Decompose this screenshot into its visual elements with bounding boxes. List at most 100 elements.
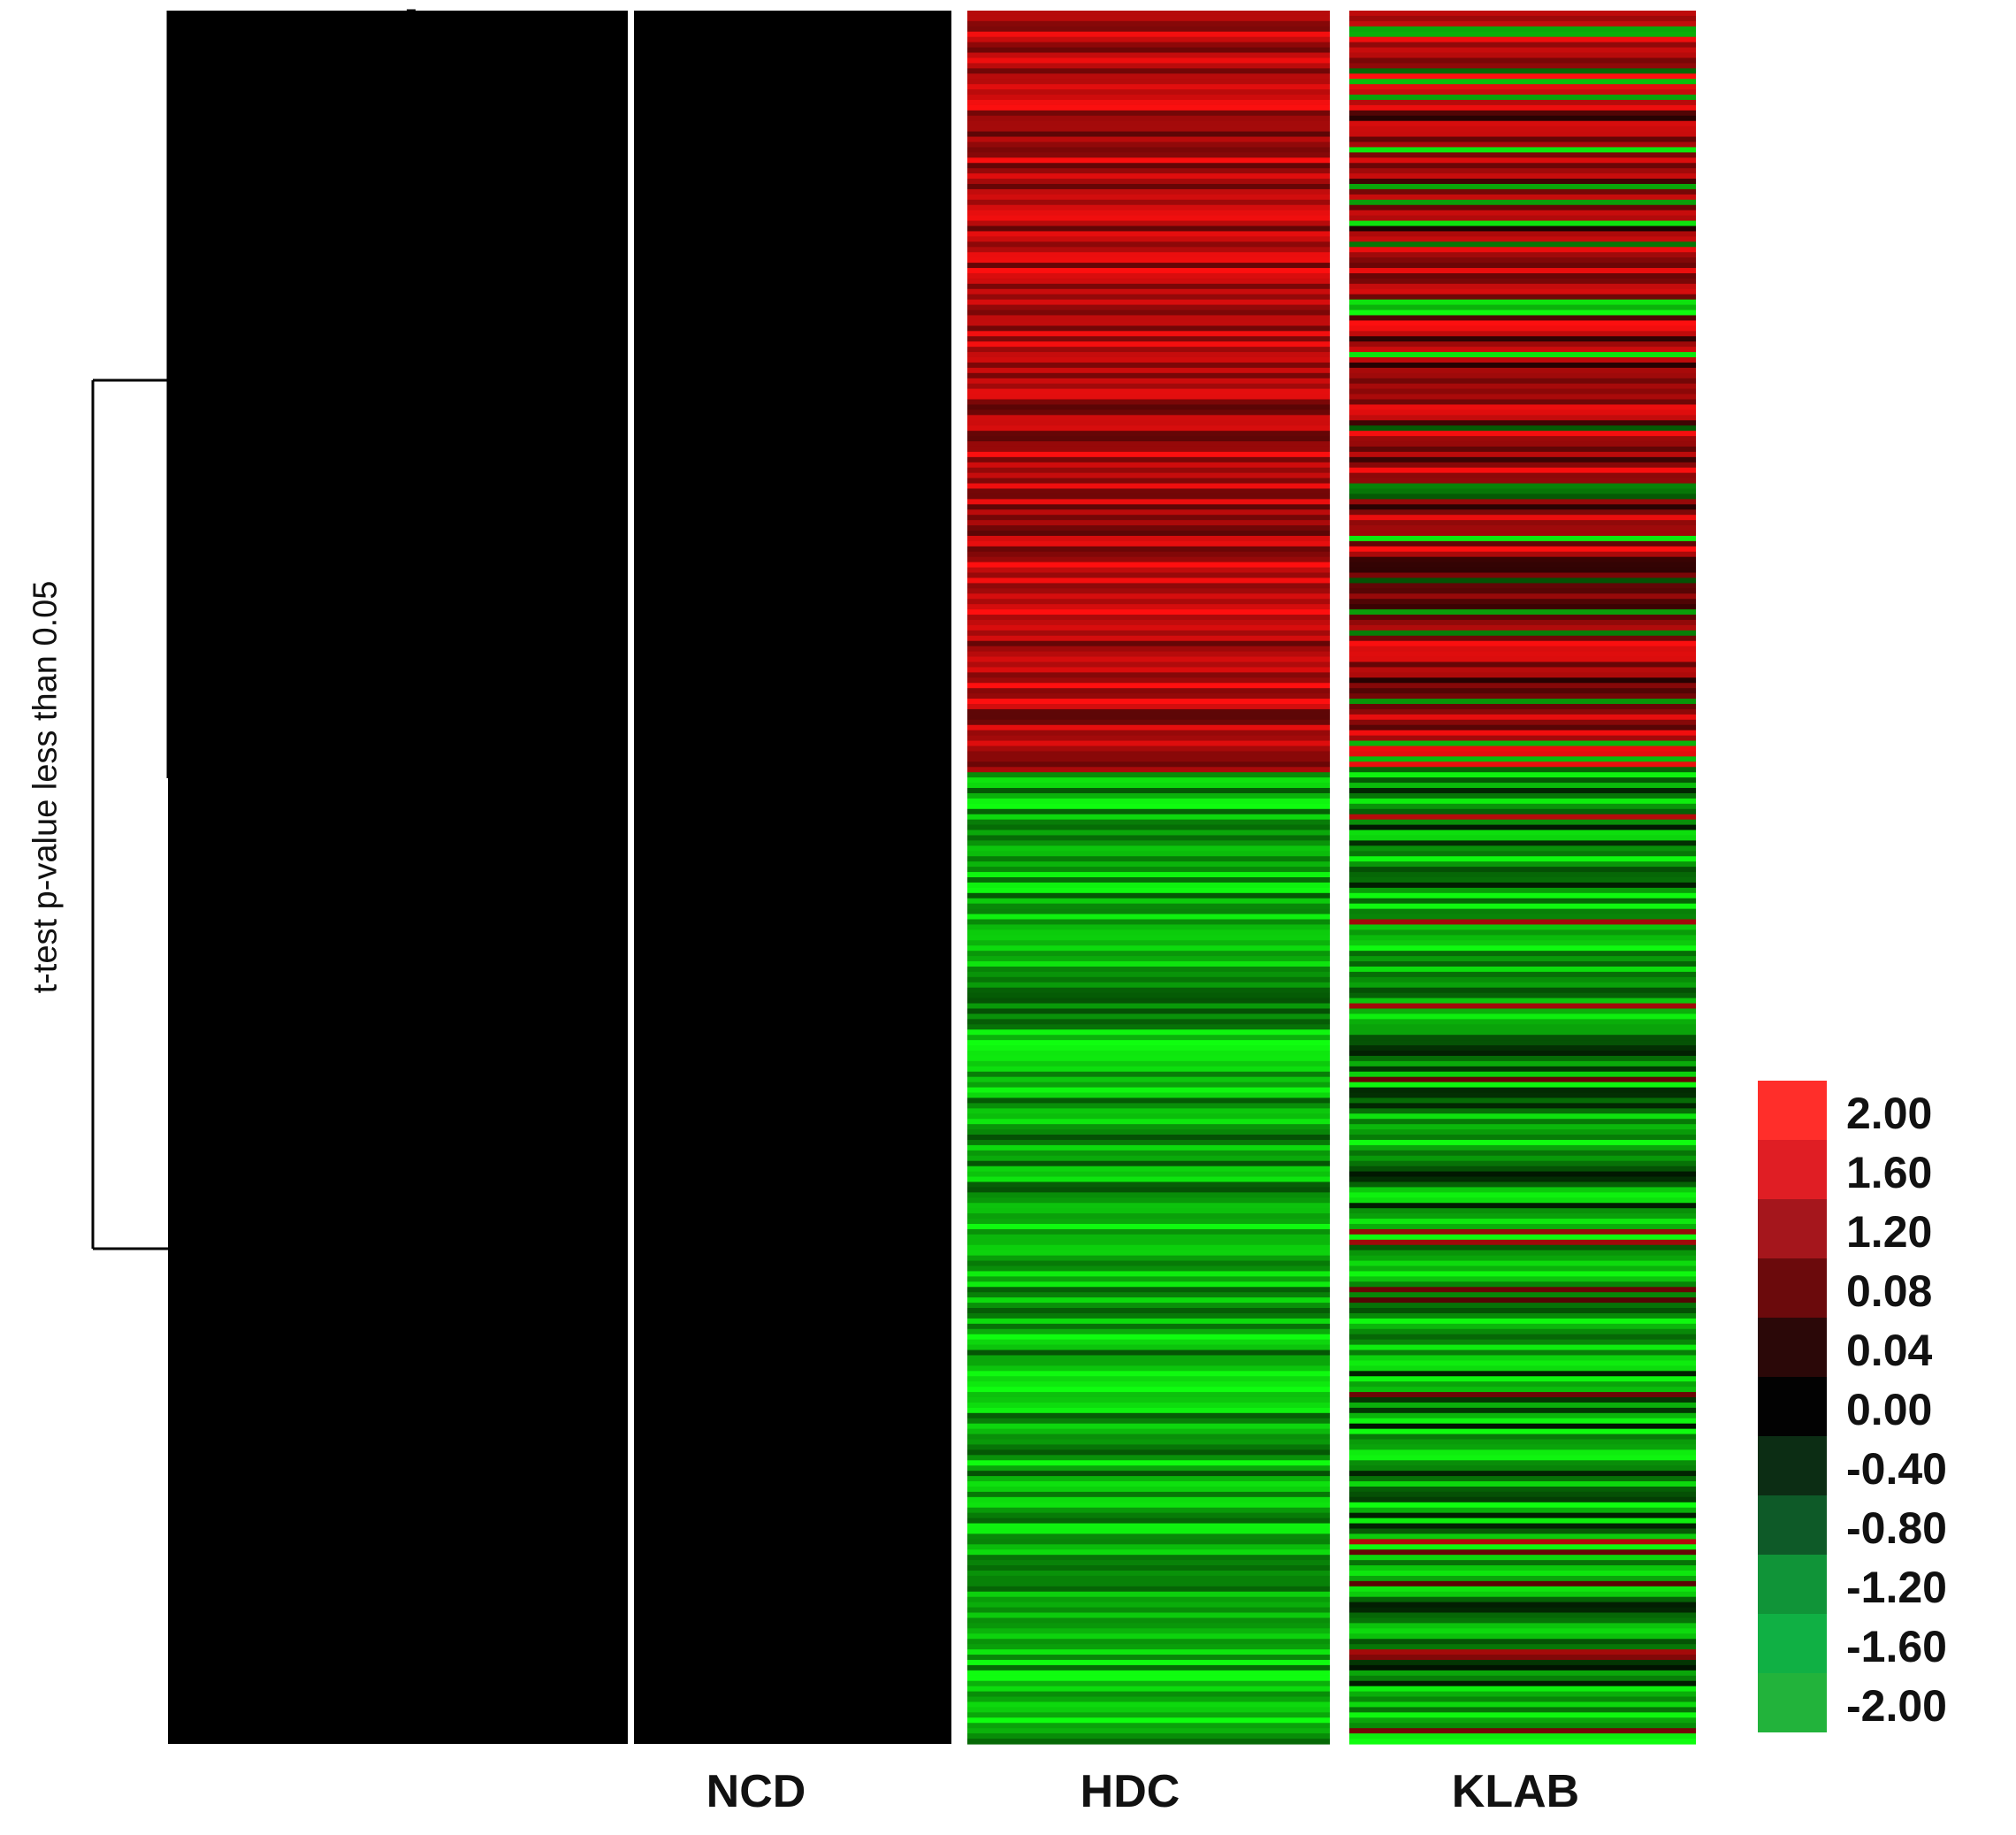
heatmap-cell-klab-row-145 xyxy=(1349,772,1696,778)
heatmap-cell-hdc-row-59 xyxy=(967,320,1330,326)
heatmap-cell-klab-row-195 xyxy=(1349,1035,1696,1041)
heatmap-cell-klab-row-294 xyxy=(1349,1555,1696,1561)
heatmap-cell-klab-row-92 xyxy=(1349,493,1696,500)
heatmap-cell-hdc-row-318 xyxy=(967,1680,1330,1687)
heatmap-cell-hdc-row-187 xyxy=(967,992,1330,999)
heatmap-cell-hdc-row-153 xyxy=(967,814,1330,821)
heatmap-cell-hdc-row-122 xyxy=(967,651,1330,658)
heatmap-cell-klab-row-221 xyxy=(1349,1171,1696,1178)
heatmap-cell-klab-row-96 xyxy=(1349,515,1696,521)
heatmap-cell-hdc-row-34 xyxy=(967,188,1330,195)
legend-swatch-6 xyxy=(1758,1436,1827,1495)
heatmap-cell-klab-row-131 xyxy=(1349,699,1696,705)
heatmap-cell-klab-row-186 xyxy=(1349,987,1696,994)
heatmap-cell-hdc-row-38 xyxy=(967,210,1330,217)
heatmap-cell-hdc-row-160 xyxy=(967,851,1330,857)
heatmap-cell-hdc-row-203 xyxy=(967,1076,1330,1083)
heatmap-cell-klab-row-269 xyxy=(1349,1423,1696,1430)
heatmap-cell-hdc-row-107 xyxy=(967,572,1330,579)
heatmap-cell-klab-row-20 xyxy=(1349,115,1696,122)
heatmap-cell-hdc-row-139 xyxy=(967,740,1330,747)
heatmap-cell-klab-row-63 xyxy=(1349,341,1696,348)
heatmap-cell-hdc-row-248 xyxy=(967,1312,1330,1319)
column-separator xyxy=(1330,7,1349,1747)
heatmap-cell-klab-row-187 xyxy=(1349,992,1696,999)
heatmap-cell-klab-row-119 xyxy=(1349,635,1696,642)
heatmap-cell-hdc-row-207 xyxy=(967,1097,1330,1104)
heatmap-cell-hdc-row-309 xyxy=(967,1633,1330,1640)
heatmap-cell-hdc-row-210 xyxy=(967,1113,1330,1120)
heatmap-cell-hdc-row-108 xyxy=(967,577,1330,584)
heatmap-cell-hdc-row-141 xyxy=(967,751,1330,757)
heatmap-cell-hdc-row-115 xyxy=(967,615,1330,621)
heatmap-cell-hdc-row-133 xyxy=(967,708,1330,715)
heatmap-cell-hdc-row-227 xyxy=(967,1203,1330,1209)
heatmap-cell-klab-row-85 xyxy=(1349,456,1696,463)
heatmap-cell-hdc-row-98 xyxy=(967,525,1330,531)
heatmap-cell-klab-row-261 xyxy=(1349,1381,1696,1388)
heatmap-cell-hdc-row-51 xyxy=(967,278,1330,285)
heatmap-cell-klab-row-137 xyxy=(1349,730,1696,737)
heatmap-cell-hdc-row-317 xyxy=(967,1675,1330,1682)
heatmap-cell-hdc-row-201 xyxy=(967,1066,1330,1073)
heatmap-cell-hdc-row-262 xyxy=(967,1387,1330,1393)
heatmap-cell-hdc-row-130 xyxy=(967,693,1330,700)
heatmap-cell-hdc-row-291 xyxy=(967,1539,1330,1545)
heatmap-cell-hdc-row-223 xyxy=(967,1181,1330,1189)
heatmap-cell-klab-row-65 xyxy=(1349,352,1696,358)
heatmap-cell-hdc-row-260 xyxy=(967,1376,1330,1382)
heatmap-cell-hdc-row-177 xyxy=(967,940,1330,946)
heatmap-cell-klab-row-211 xyxy=(1349,1119,1696,1125)
heatmap-cell-klab-row-78 xyxy=(1349,420,1696,426)
heatmap-cell-klab-row-86 xyxy=(1349,462,1696,469)
heatmap-cell-klab-row-166 xyxy=(1349,882,1696,889)
heatmap-cell-klab-row-117 xyxy=(1349,624,1696,631)
heatmap-cell-klab-row-223 xyxy=(1349,1181,1696,1189)
heatmap-cell-hdc-row-7 xyxy=(967,47,1330,54)
heatmap-cell-klab-row-185 xyxy=(1349,982,1696,989)
heatmap-cell-klab-row-292 xyxy=(1349,1544,1696,1550)
heatmap-cell-hdc-row-305 xyxy=(967,1612,1330,1619)
heatmap-cell-hdc-row-49 xyxy=(967,268,1330,274)
heatmap-cell-hdc-row-258 xyxy=(967,1365,1330,1372)
heatmap-cell-hdc-row-74 xyxy=(967,399,1330,406)
heatmap-cell-hdc-row-128 xyxy=(967,683,1330,689)
heatmap-cell-hdc-row-33 xyxy=(967,184,1330,190)
heatmap-cell-hdc-row-300 xyxy=(967,1586,1330,1593)
heatmap-cell-hdc-row-184 xyxy=(967,976,1330,983)
heatmap-cell-klab-row-126 xyxy=(1349,672,1696,678)
heatmap-cell-klab-row-181 xyxy=(1349,961,1696,967)
heatmap-cell-hdc-row-62 xyxy=(967,336,1330,342)
heatmap-cell-hdc-row-150 xyxy=(967,798,1330,805)
heatmap-cell-klab-row-201 xyxy=(1349,1066,1696,1073)
heatmap-cell-hdc-row-66 xyxy=(967,357,1330,363)
heatmap-cell-hdc-row-25 xyxy=(967,141,1330,149)
heatmap-cell-hdc-row-44 xyxy=(967,241,1330,248)
heatmap-cell-klab-row-288 xyxy=(1349,1523,1696,1530)
heatmap-cell-hdc-row-212 xyxy=(967,1124,1330,1130)
heatmap-cell-klab-row-320 xyxy=(1349,1691,1696,1698)
heatmap-cell-hdc-row-185 xyxy=(967,982,1330,989)
heatmap-cell-klab-row-285 xyxy=(1349,1507,1696,1514)
heatmap-cell-hdc-row-163 xyxy=(967,867,1330,873)
heatmap-cell-hdc-row-28 xyxy=(967,157,1330,164)
heatmap-cell-klab-row-262 xyxy=(1349,1387,1696,1393)
heatmap-cell-hdc-row-43 xyxy=(967,236,1330,242)
column-label-hdc: HDC xyxy=(1080,1766,1180,1817)
heatmap-cell-hdc-row-131 xyxy=(967,699,1330,705)
heatmap-cell-klab-row-45 xyxy=(1349,247,1696,253)
heatmap-cell-klab-row-199 xyxy=(1349,1055,1696,1062)
legend-tick-label: 1.20 xyxy=(1846,1207,1933,1257)
heatmap-cell-klab-row-291 xyxy=(1349,1539,1696,1545)
color-legend xyxy=(1758,1081,1827,1732)
heatmap-cell-klab-row-3 xyxy=(1349,26,1696,33)
heatmap-cell-hdc-row-266 xyxy=(967,1407,1330,1414)
heatmap-cell-hdc-row-154 xyxy=(967,819,1330,826)
heatmap-cell-hdc-row-312 xyxy=(967,1649,1330,1655)
heatmap-cell-hdc-row-23 xyxy=(967,131,1330,138)
heatmap-cell-klab-row-52 xyxy=(1349,283,1696,290)
heatmap-cell-hdc-row-217 xyxy=(967,1150,1330,1157)
heatmap-cell-hdc-row-12 xyxy=(967,73,1330,80)
heatmap-cell-hdc-row-221 xyxy=(967,1171,1330,1178)
dendrogram-background xyxy=(168,11,637,1744)
